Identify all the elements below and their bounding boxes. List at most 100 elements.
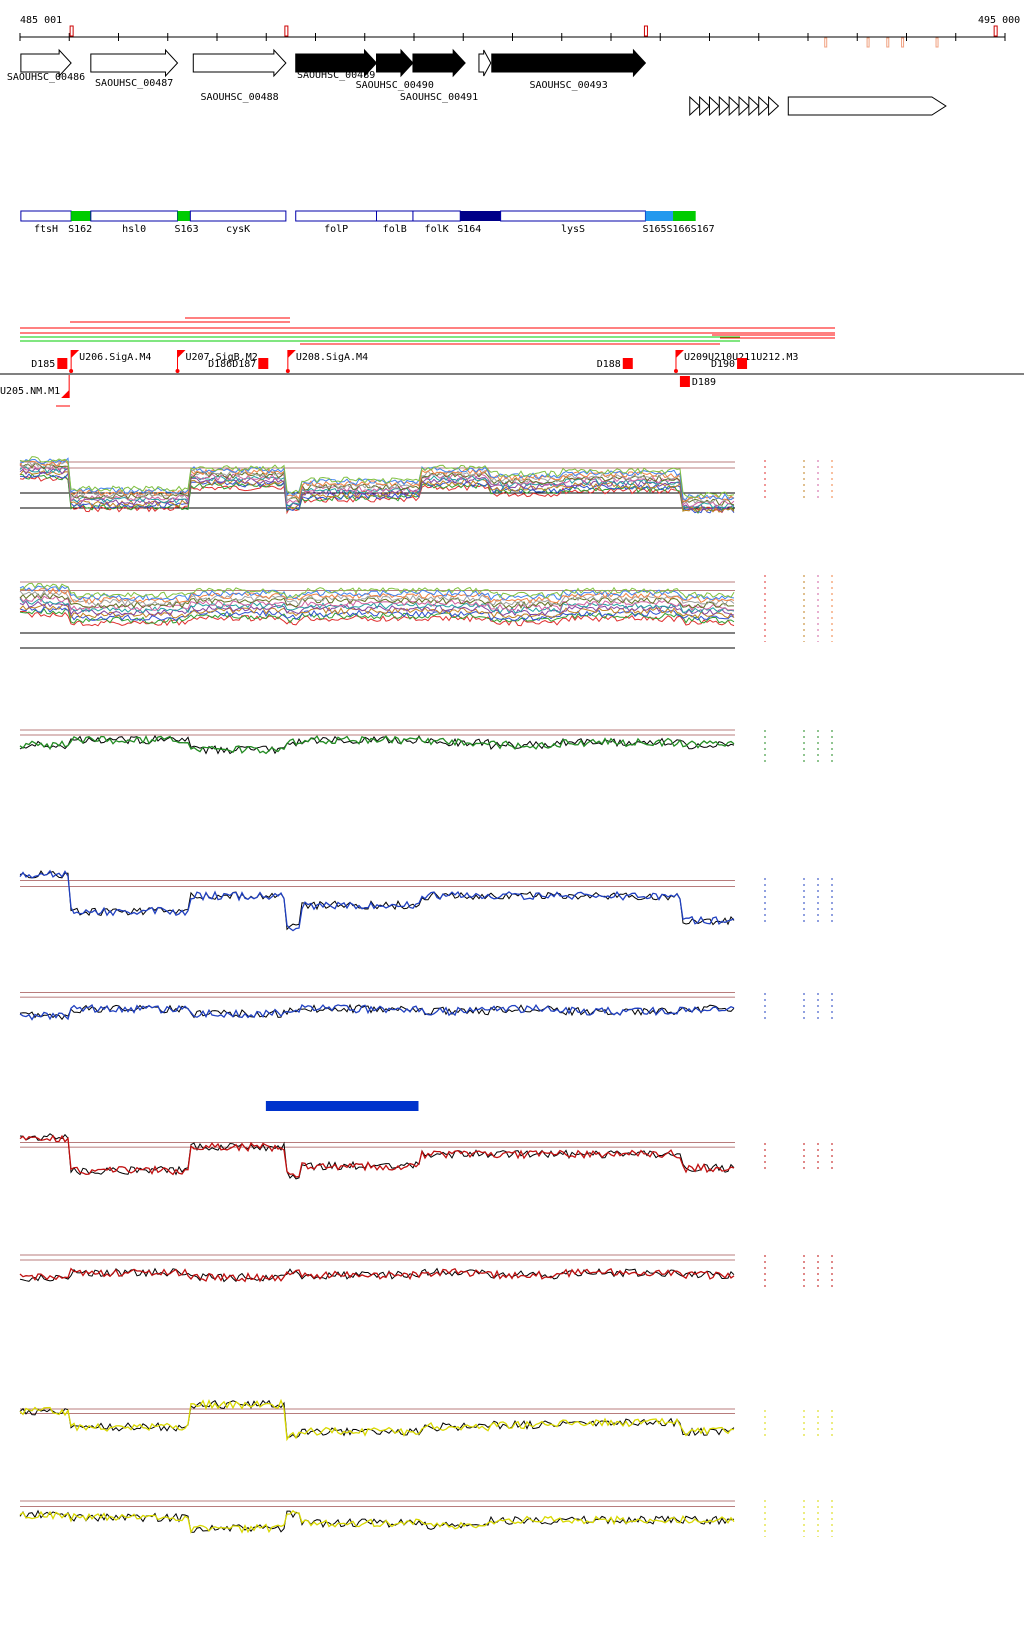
- series-line: [19, 587, 735, 604]
- promoter-dot: [175, 369, 180, 373]
- promoter-dot: [285, 369, 290, 373]
- terminator-box: [737, 358, 748, 369]
- series-line: [19, 1267, 735, 1283]
- coordinate-ruler: 485 001 495 000: [19, 15, 1020, 48]
- gene-arrow: [718, 95, 730, 117]
- region-label: lysS: [561, 224, 585, 235]
- region-box: [500, 210, 646, 222]
- region-label: S163: [175, 224, 199, 235]
- ruler-feature-mark: [824, 37, 828, 48]
- region-box: [177, 211, 191, 221]
- gene-label: SAOUHSC_00488: [200, 92, 278, 103]
- gene-arrow: [295, 48, 378, 78]
- region-box: [673, 211, 696, 221]
- promoter-flag: [675, 350, 684, 358]
- series-line: [19, 464, 735, 508]
- gene-arrow: [90, 48, 179, 78]
- promoter-flag: [287, 350, 296, 358]
- ruler-end-label: 495 000: [978, 15, 1020, 26]
- track-yellow-pair: [19, 1398, 833, 1442]
- series-line: [19, 734, 735, 755]
- promoter-flag: [177, 350, 186, 358]
- region-label: folB: [383, 224, 407, 235]
- gene-arrow: [699, 95, 711, 117]
- track-multi-condition-expression-2: [19, 575, 833, 649]
- track-red-pair: [19, 1133, 833, 1180]
- region-label: S162: [68, 224, 92, 235]
- series-line: [19, 459, 735, 502]
- series-line: [19, 600, 735, 617]
- promoter-label: U207.SigB.M2: [186, 352, 258, 363]
- series-line: [19, 456, 735, 499]
- gene-label: SAOUHSC_00490: [356, 80, 434, 91]
- promoter-dot: [69, 369, 74, 373]
- series-line: [19, 467, 735, 512]
- gene-arrow: [478, 49, 492, 77]
- region-box: [71, 211, 91, 221]
- series-line: [19, 1399, 735, 1439]
- track-green-pair: [19, 729, 833, 762]
- gene-arrow: [689, 95, 701, 117]
- region-box: [20, 210, 72, 222]
- ruler-feature-mark: [643, 25, 648, 37]
- region-label: folP: [324, 224, 348, 235]
- terminator-label: D186D187: [208, 359, 256, 370]
- series-line: [19, 1509, 735, 1533]
- series-line: [19, 1398, 735, 1442]
- region-label: S165S166S167: [642, 224, 714, 235]
- gene-arrow: [728, 95, 740, 117]
- gene-track: SAOUHSC_00486 SAOUHSC_00487 SAOUHSC_00488 S…: [7, 48, 947, 117]
- series-line: [19, 1133, 735, 1180]
- gene-arrow: [20, 48, 72, 78]
- series-line: [19, 598, 735, 614]
- ruler-feature-mark: [69, 25, 74, 37]
- gene-arrow: [768, 95, 780, 117]
- region-box: [376, 210, 414, 222]
- region-box: [645, 211, 674, 221]
- terminator-label: D190: [711, 359, 735, 370]
- region-box: [90, 210, 179, 222]
- region-label: ftsH: [34, 224, 58, 235]
- terminator-label: D188: [597, 359, 621, 370]
- series-line: [19, 585, 735, 602]
- promoter-label: U206.SigA.M4: [79, 352, 151, 363]
- region-box: [295, 210, 378, 222]
- promoter-terminator-track: U206.SigA.M4 U207.SigB.M2 U208.SigA.M4 U209…: [0, 317, 1024, 407]
- ruler-feature-mark: [284, 25, 289, 37]
- gene-label: SAOUHSC_00493: [529, 80, 607, 91]
- region-label: cysK: [226, 224, 250, 235]
- track-yellow-pair-2: [19, 1500, 833, 1537]
- promoter-label: U205.NM.M1: [0, 386, 60, 397]
- region-label: folK: [425, 224, 449, 235]
- promoter-flag: [71, 350, 80, 358]
- promoter-label: U208.SigA.M4: [296, 352, 368, 363]
- gene-arrow: [376, 48, 414, 78]
- gene-label: SAOUHSC_00489: [297, 70, 375, 81]
- ruler-feature-mark: [866, 37, 870, 48]
- gene-arrow: [748, 95, 760, 117]
- series-line: [19, 869, 735, 932]
- ruler-start-label: 485 001: [20, 15, 62, 26]
- terminator-box: [679, 376, 690, 387]
- gene-arrow: [708, 95, 721, 117]
- region-box: [189, 210, 287, 222]
- series-line: [19, 1510, 735, 1534]
- gene-label: SAOUHSC_00487: [95, 78, 173, 89]
- series-line: [19, 595, 735, 612]
- annotation-region-track: ftsH S162 hsl0 S163 cysK folP folB folK S164 lysS…: [20, 210, 715, 235]
- ruler-feature-mark: [993, 25, 998, 37]
- series-line: [20, 582, 735, 599]
- series-line: [19, 593, 734, 609]
- ruler-feature-mark: [886, 37, 890, 48]
- terminator-label: D185: [31, 359, 55, 370]
- series-line: [19, 589, 735, 607]
- series-line: [19, 1003, 735, 1021]
- gene-arrow: [787, 96, 947, 116]
- terminator-label: D189: [692, 377, 716, 388]
- promoter-dot: [673, 369, 678, 373]
- series-line: [20, 471, 735, 514]
- gene-arrow: [491, 48, 647, 78]
- ruler-feature-mark: [935, 37, 939, 48]
- promoter-flag: [61, 390, 70, 398]
